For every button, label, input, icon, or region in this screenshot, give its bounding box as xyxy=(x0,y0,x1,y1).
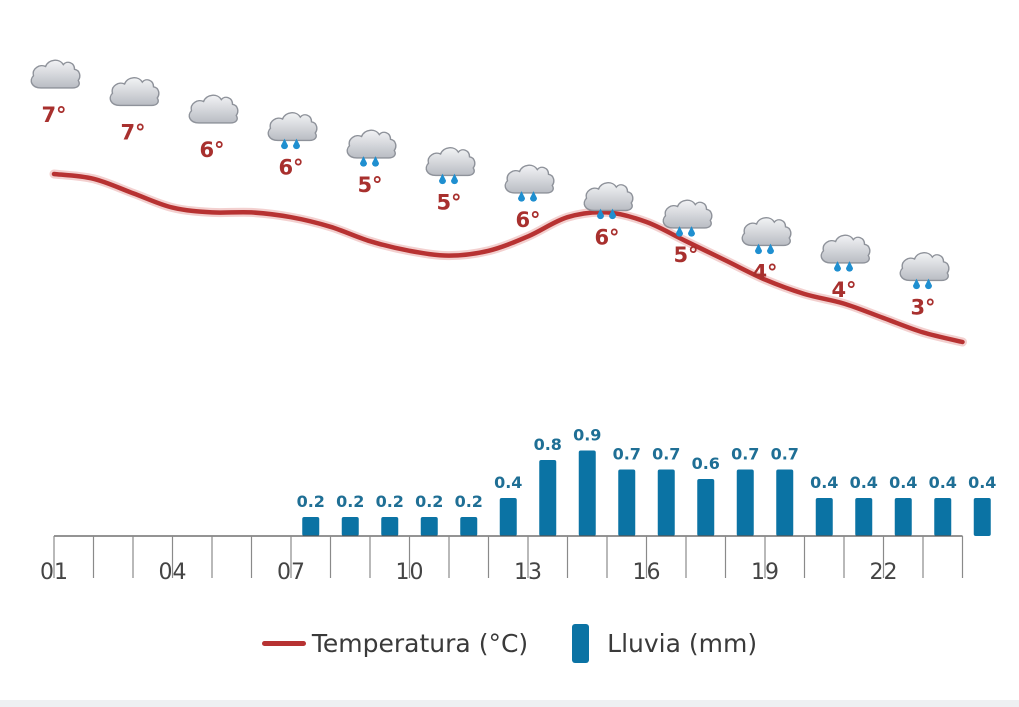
cloud-shape xyxy=(188,94,239,124)
x-tick-label: 04 xyxy=(159,560,187,585)
rain-bar xyxy=(302,517,320,536)
temperature-line xyxy=(51,171,965,345)
x-axis: 01 04 07 10 13 16 19 22 xyxy=(40,535,964,585)
rain-value-label: 0.2 xyxy=(297,492,325,511)
cloud-shape xyxy=(425,147,476,177)
temperature-label: 7° xyxy=(41,103,66,127)
legend-label-rain: Lluvia (mm) xyxy=(607,628,758,658)
rain-value-label: 0.7 xyxy=(613,445,641,464)
temperature-label: 6° xyxy=(278,156,303,180)
legend-swatch-rain xyxy=(572,623,590,663)
rain-value-label: 0.2 xyxy=(376,492,404,511)
rain-value-label: 0.8 xyxy=(534,435,562,454)
rain-bar xyxy=(973,498,991,536)
rain-icon xyxy=(899,252,950,290)
rain-icon xyxy=(820,234,871,272)
rain-bar xyxy=(697,479,715,536)
temperature-label: 6° xyxy=(515,208,540,232)
rain-labels-layer: 0.2 0.2 0.2 0.2 0.2 0.4 0.8 0.9 0.7 0.7 0.6 0.7 0.7 0… xyxy=(297,426,997,512)
temperature-line-layer xyxy=(49,169,967,347)
legend-label-temperature: Temperatura (°C) xyxy=(311,628,529,658)
rain-bar xyxy=(894,498,912,536)
rain-icon xyxy=(425,147,476,185)
rain-value-label: 0.4 xyxy=(929,473,957,492)
cloud-shape xyxy=(899,252,950,282)
rain-bar xyxy=(578,450,596,536)
legend-item-rain: Lluvia (mm) xyxy=(572,623,758,663)
x-tick-label: 19 xyxy=(751,560,779,585)
cloud-shape xyxy=(267,112,318,142)
cloud-shape xyxy=(741,217,792,247)
rain-icon xyxy=(346,129,397,167)
x-tick-label: 16 xyxy=(633,560,661,585)
cloud-shape xyxy=(662,199,713,229)
x-tick-label: 22 xyxy=(870,560,898,585)
cloud-icon xyxy=(188,94,239,124)
rain-bar xyxy=(460,517,478,536)
rain-icon xyxy=(267,112,318,150)
temperature-label: 5° xyxy=(436,191,461,215)
temperature-label: 4° xyxy=(831,278,856,302)
rain-value-label: 0.2 xyxy=(455,492,483,511)
x-tick-label: 07 xyxy=(277,560,305,585)
rain-bar xyxy=(420,517,438,536)
temperature-labels-layer: 7° 7° 6° 6° 5° 5° 6° 6° 5° 4° 4° 3° xyxy=(41,103,935,320)
rain-bar xyxy=(618,469,636,536)
rain-value-label: 0.4 xyxy=(889,473,917,492)
rain-value-label: 0.4 xyxy=(810,473,838,492)
rain-bar xyxy=(776,469,794,536)
temperature-label: 5° xyxy=(357,173,382,197)
cloud-shape xyxy=(820,234,871,264)
temperature-label: 7° xyxy=(120,121,145,145)
temperature-label: 3° xyxy=(910,296,935,320)
rain-bar xyxy=(381,517,399,536)
rain-value-label: 0.6 xyxy=(692,454,720,473)
rain-value-label: 0.2 xyxy=(336,492,364,511)
cloud-shape xyxy=(583,182,634,212)
rain-bar xyxy=(815,498,833,536)
rain-bar xyxy=(934,498,952,536)
rain-bar xyxy=(657,469,675,536)
rain-icon xyxy=(741,217,792,255)
rain-value-label: 0.7 xyxy=(652,445,680,464)
cloud-icon xyxy=(30,59,81,89)
x-tick-label: 13 xyxy=(514,560,542,585)
temperature-label: 6° xyxy=(199,138,224,162)
cloud-shape xyxy=(346,129,397,159)
temperature-label: 5° xyxy=(673,243,698,267)
x-tick-label: 10 xyxy=(396,560,424,585)
legend: Temperatura (°C) Lluvia (mm) xyxy=(0,618,1019,668)
rain-bar xyxy=(539,460,557,536)
rain-value-label: 0.4 xyxy=(494,473,522,492)
cloud-shape xyxy=(109,77,160,107)
rain-value-label: 0.4 xyxy=(850,473,878,492)
rain-bar xyxy=(499,498,517,536)
rain-bars-layer xyxy=(302,450,991,536)
rain-bar xyxy=(341,517,359,536)
rain-value-label: 0.4 xyxy=(968,473,996,492)
rain-value-label: 0.7 xyxy=(771,445,799,464)
rain-value-label: 0.9 xyxy=(573,426,601,445)
cloud-shape xyxy=(504,164,555,194)
rain-icon xyxy=(504,164,555,202)
rain-value-label: 0.7 xyxy=(731,445,759,464)
cloud-shape xyxy=(30,59,81,89)
legend-swatch-temperature xyxy=(261,640,306,646)
rain-value-label: 0.2 xyxy=(415,492,443,511)
legend-item-temperature: Temperatura (°C) xyxy=(261,628,529,658)
cloud-icon xyxy=(109,77,160,107)
temperature-label: 6° xyxy=(594,226,619,250)
rain-bar xyxy=(855,498,873,536)
temperature-label: 4° xyxy=(752,261,777,285)
rain-bar xyxy=(736,469,754,536)
x-tick-label: 01 xyxy=(40,560,68,585)
bottom-strip xyxy=(0,700,1019,707)
